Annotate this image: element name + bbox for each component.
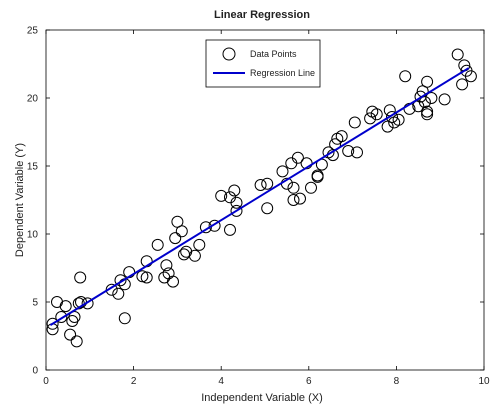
data-point xyxy=(46,317,59,330)
data-point xyxy=(421,108,434,121)
data-point xyxy=(348,116,361,129)
data-point xyxy=(425,92,438,104)
data-point xyxy=(464,70,477,83)
legend-label-data-points: Data Points xyxy=(250,49,297,59)
chart-title: Linear Regression xyxy=(214,9,310,21)
legend: Data Points Regression Line xyxy=(205,39,321,88)
legend-marker-circle xyxy=(222,47,236,61)
data-point xyxy=(294,192,306,205)
x-axis-label: Independent Variable (X) xyxy=(201,392,323,404)
data-point xyxy=(193,238,206,251)
data-point xyxy=(167,275,179,288)
y-tick-label: 5 xyxy=(32,298,38,309)
y-tick-label: 15 xyxy=(27,162,39,173)
data-point xyxy=(224,223,236,236)
data-point xyxy=(215,189,228,202)
data-point xyxy=(381,120,394,133)
data-point xyxy=(399,70,412,83)
data-point xyxy=(59,300,72,313)
data-point xyxy=(81,297,94,310)
data-point xyxy=(364,112,377,125)
data-point xyxy=(230,196,243,209)
data-point xyxy=(118,312,131,325)
data-point xyxy=(230,204,243,217)
x-tick-label: 10 xyxy=(478,376,490,387)
data-point xyxy=(276,165,289,178)
x-tick-label: 2 xyxy=(131,376,137,387)
data-point xyxy=(261,202,274,215)
y-tick-label: 0 xyxy=(32,366,38,377)
data-point xyxy=(114,274,127,287)
data-point xyxy=(160,259,173,272)
data-point xyxy=(74,271,87,284)
data-point xyxy=(169,232,182,245)
data-point xyxy=(208,219,221,232)
data-point xyxy=(175,225,188,238)
data-point xyxy=(64,328,77,341)
data-point xyxy=(261,177,274,190)
data-point xyxy=(311,169,324,182)
x-tick-label: 4 xyxy=(218,376,224,387)
y-axis-label: Dependent Variable (Y) xyxy=(14,143,26,257)
data-point xyxy=(351,146,363,159)
data-point xyxy=(305,181,317,194)
data-point xyxy=(287,181,300,194)
data-point xyxy=(188,249,201,262)
data-point xyxy=(70,335,83,348)
data-point xyxy=(140,271,153,284)
data-point xyxy=(421,105,434,118)
data-point xyxy=(412,100,425,113)
data-point xyxy=(418,96,431,109)
data-point xyxy=(55,311,68,323)
legend-label-regression-line: Regression Line xyxy=(250,68,315,78)
data-point xyxy=(287,194,300,206)
data-point xyxy=(291,151,304,164)
data-point xyxy=(438,93,451,106)
data-point xyxy=(451,48,464,61)
data-point xyxy=(421,75,434,88)
data-point xyxy=(392,113,405,126)
x-tick-label: 6 xyxy=(306,376,312,387)
plot-frame xyxy=(45,29,485,371)
data-point xyxy=(68,311,81,323)
y-tick-label: 10 xyxy=(27,230,39,241)
data-point xyxy=(136,270,149,283)
data-point xyxy=(228,184,241,197)
data-point xyxy=(386,111,398,123)
data-point xyxy=(112,287,125,300)
data-point xyxy=(342,145,355,157)
data-point xyxy=(254,179,267,191)
data-point xyxy=(151,238,164,251)
legend-box xyxy=(205,39,321,88)
regression-line xyxy=(49,67,470,326)
data-point xyxy=(456,78,469,91)
data-point xyxy=(370,108,383,121)
y-tick-label: 20 xyxy=(27,94,39,105)
y-tick-label: 25 xyxy=(27,26,39,37)
x-tick-label: 0 xyxy=(43,376,49,387)
data-point xyxy=(335,130,348,143)
plot-area: 0 2 4 6 8 10 0 5 10 15 20 25 xyxy=(27,26,490,388)
x-tick-label: 8 xyxy=(394,376,400,387)
